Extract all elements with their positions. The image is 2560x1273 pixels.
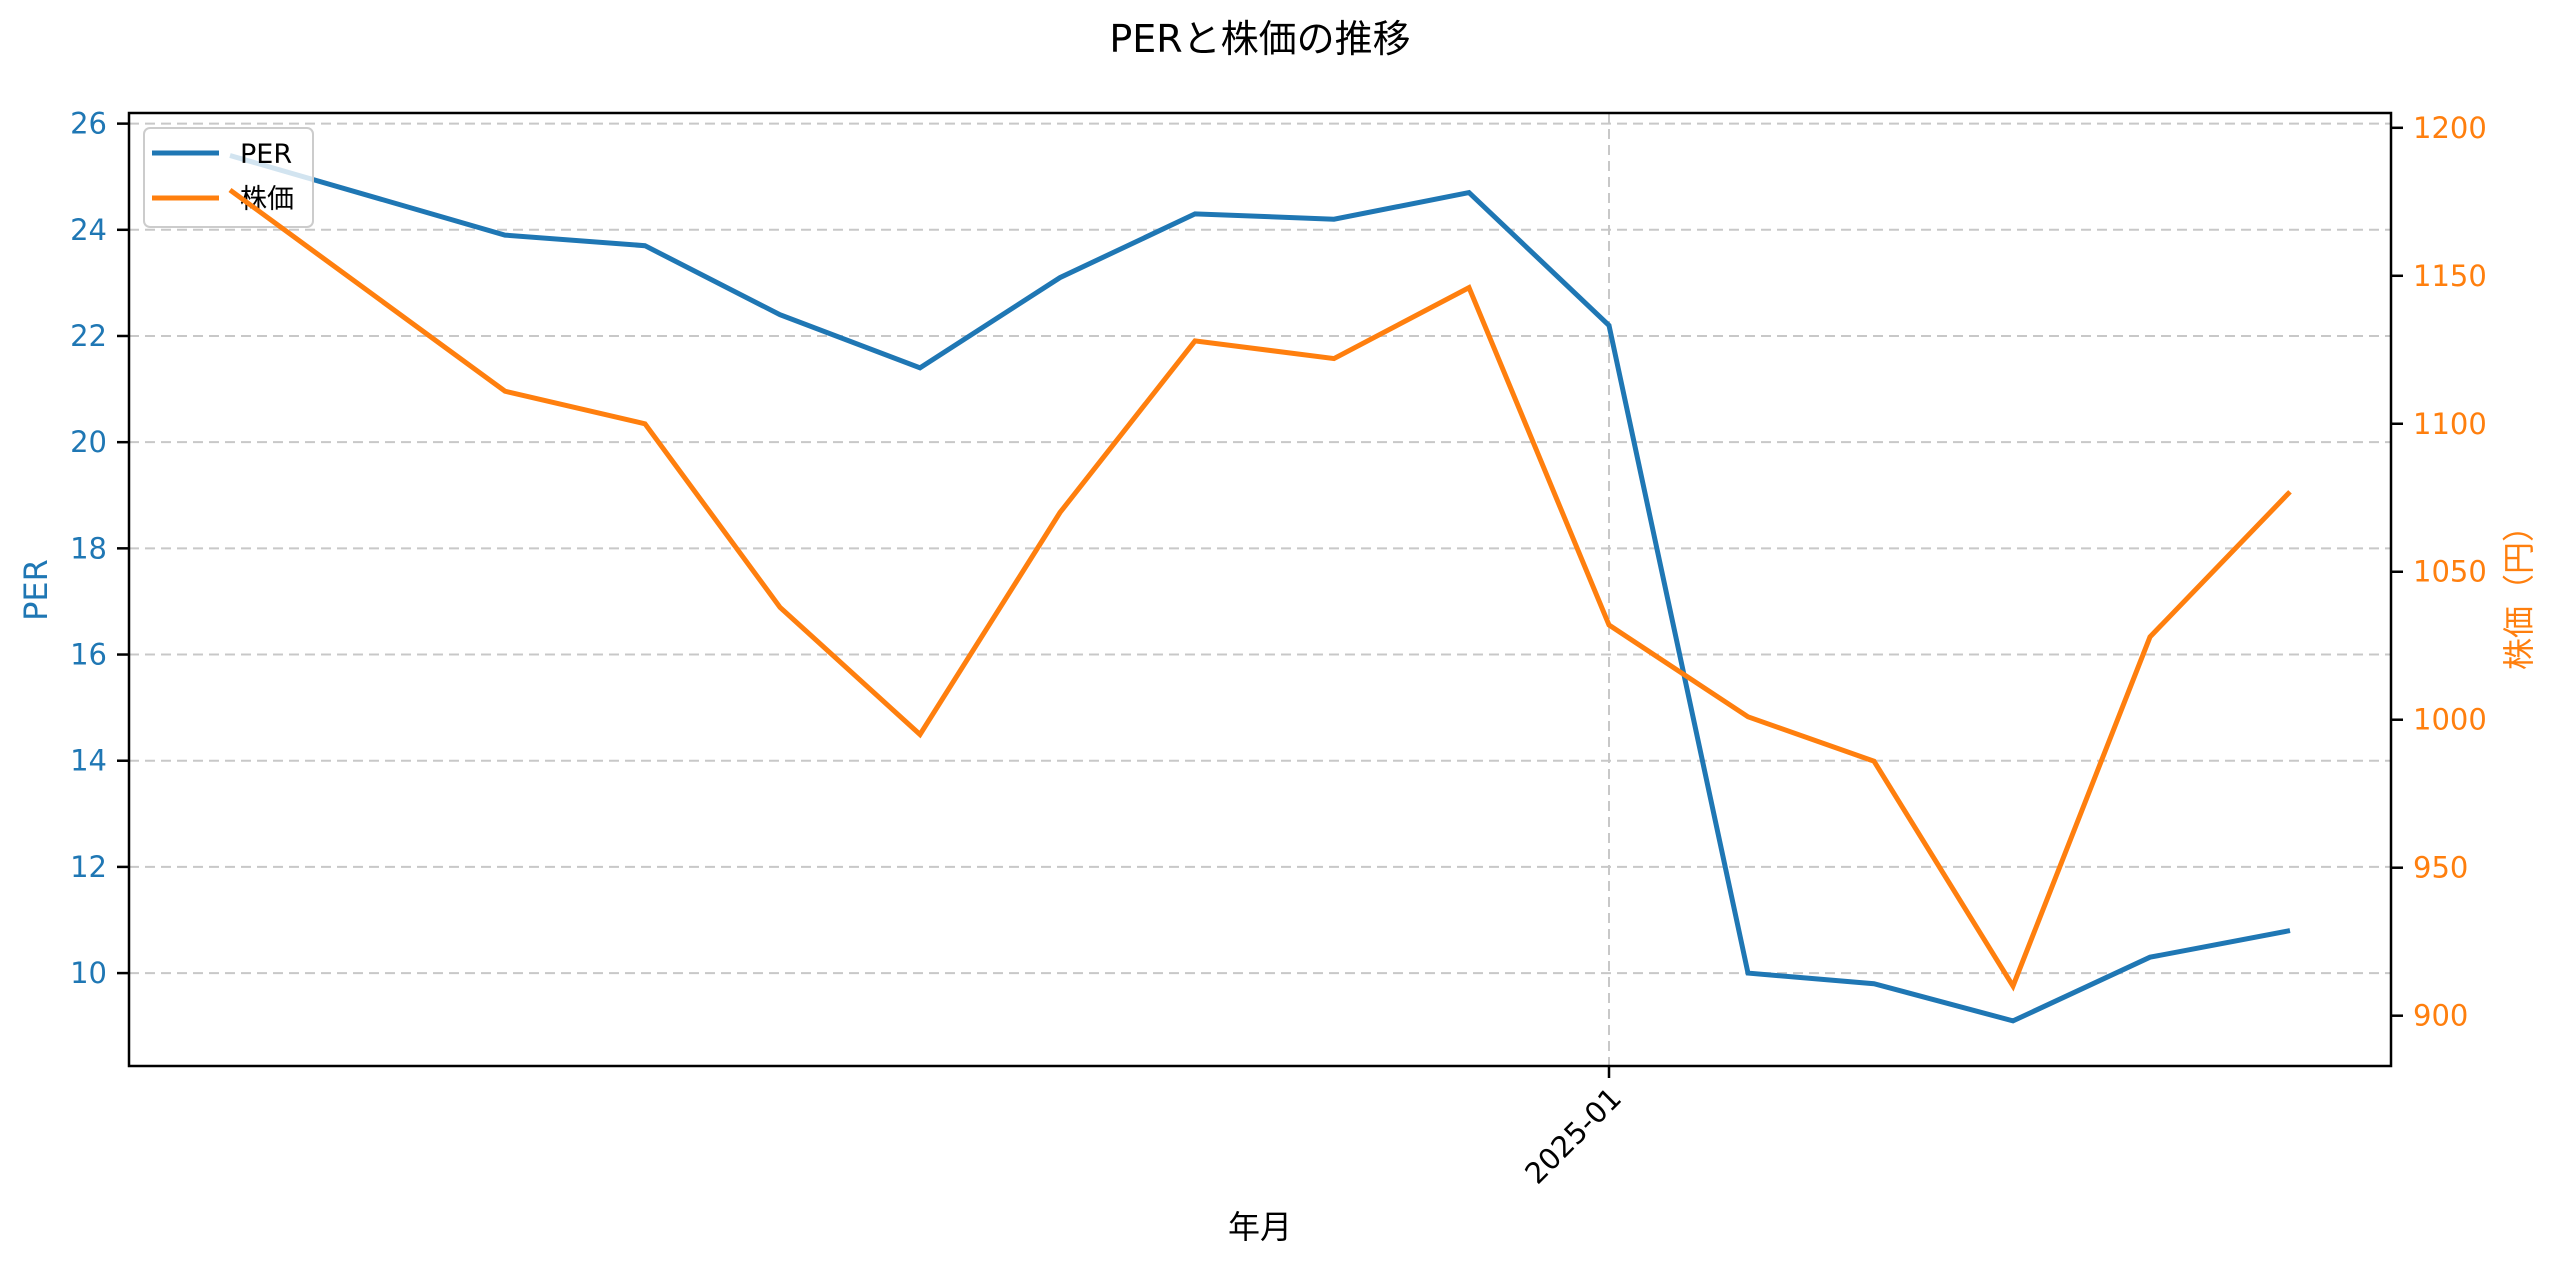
per-line [229,153,2291,1024]
left-tick-label: 10 [70,956,107,990]
x-axis: 2025-01 [1518,1066,1628,1191]
left-tick-label: 16 [70,638,107,672]
right-tick-label: 1050 [2413,555,2487,589]
right-tick-label: 1150 [2413,259,2487,293]
right-tick-label: 1200 [2413,111,2487,145]
left-axis-label: PER [17,559,55,621]
per-series [229,153,2291,1024]
grid-lines [129,113,2391,1066]
x-axis-label: 年月 [1228,1208,1292,1246]
x-tick-label: 2025-01 [1518,1081,1628,1191]
left-tick-label: 24 [70,213,107,247]
left-tick-label: 14 [70,744,107,778]
right-tick-label: 900 [2413,999,2468,1033]
price-series [228,187,2292,992]
left-tick-label: 12 [70,850,107,884]
price-line [228,187,2292,992]
right-axis-label: 株価（円） [2500,510,2538,670]
left-tick-label: 22 [70,319,107,353]
right-tick-label: 950 [2413,851,2468,885]
legend: PER 株価 [143,127,314,228]
right-tick-label: 1000 [2413,703,2487,737]
legend-per-label: PER [240,139,292,170]
plot-frame [127,111,2393,1068]
left-tick-label: 26 [70,107,107,141]
left-tick-label: 18 [70,531,107,565]
right-tick-label: 1100 [2413,407,2487,441]
left-y-axis: 10 12 14 16 18 20 22 24 26 [70,107,129,990]
right-y-axis: 900 950 1000 1050 1100 1150 1200 [2391,111,2487,1033]
chart-title: PERと株価の推移 [1109,17,1410,61]
left-tick-label: 20 [70,425,107,459]
legend-price-label: 株価 [240,184,294,215]
